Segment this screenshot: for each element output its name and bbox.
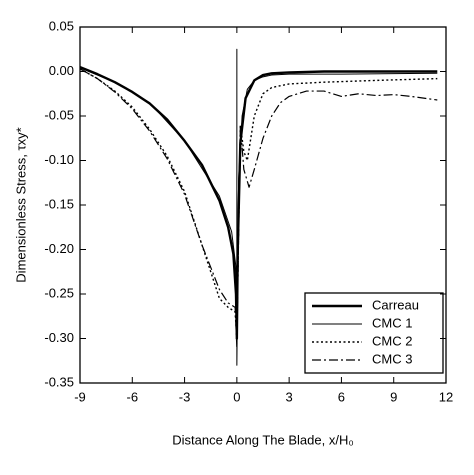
y-tick-label: -0.25: [44, 285, 74, 300]
y-tick-label: 0.05: [49, 18, 74, 33]
data-line: [79, 48, 438, 366]
legend-label: CMC 2: [372, 333, 412, 348]
x-tick-label: 0: [233, 389, 240, 404]
y-axis-label: Dimensionless Stress, τxy*: [13, 127, 28, 282]
y-tick-label: 0.00: [49, 63, 74, 78]
legend-label: Carreau: [372, 297, 419, 312]
y-tick-label: -0.20: [44, 241, 74, 256]
legend-label: CMC 1: [372, 315, 412, 330]
x-tick-label: -6: [127, 389, 139, 404]
x-tick-label: -3: [179, 389, 191, 404]
x-tick-label: -9: [74, 389, 86, 404]
data-line: [79, 68, 438, 348]
legend-box: [304, 292, 444, 374]
x-axis-label: Distance Along The Blade, x/H₀: [172, 432, 353, 447]
y-tick-label: -0.15: [44, 196, 74, 211]
y-tick-label: -0.05: [44, 107, 74, 122]
x-tick-label: 12: [439, 389, 453, 404]
y-tick-label: -0.30: [44, 330, 74, 345]
y-tick-label: -0.10: [44, 152, 74, 167]
x-tick-label: 6: [338, 389, 345, 404]
x-tick-label: 3: [286, 389, 293, 404]
legend-label: CMC 3: [372, 351, 412, 366]
x-tick-label: 9: [390, 389, 397, 404]
y-tick-label: -0.35: [44, 374, 74, 389]
